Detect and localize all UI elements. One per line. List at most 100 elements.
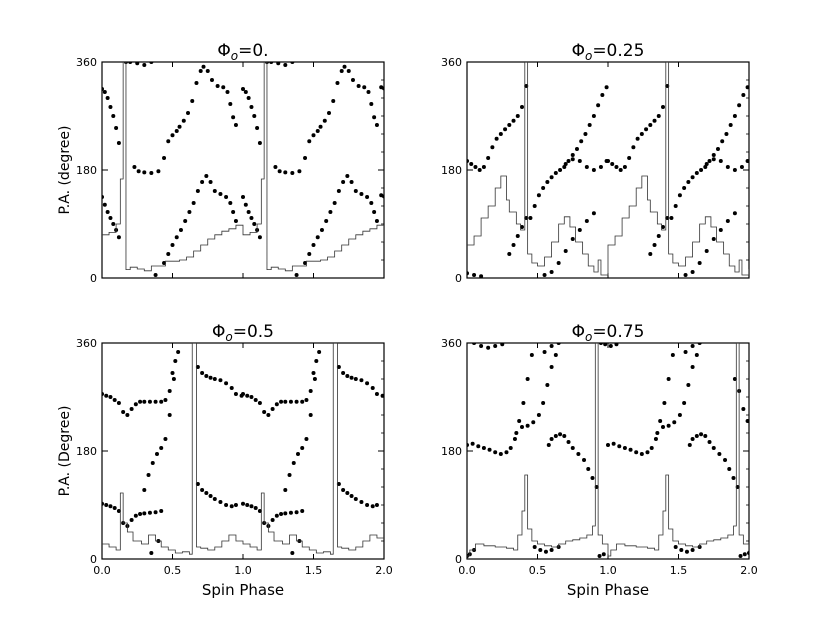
pa-point — [187, 210, 192, 214]
pa-point — [336, 189, 341, 193]
pa-point — [741, 93, 746, 97]
pa-point — [490, 145, 495, 150]
pa-point — [652, 118, 657, 123]
pa-point — [472, 343, 477, 345]
pa-point — [467, 443, 469, 447]
pa-point — [283, 488, 288, 492]
pa-point — [549, 175, 554, 180]
pa-point — [699, 432, 704, 437]
pa-point — [498, 132, 503, 136]
x-tick-label: 0.5 — [529, 564, 547, 577]
pa-point — [133, 513, 138, 518]
pa-point — [114, 126, 119, 130]
pa-point — [105, 210, 110, 214]
pa-point — [727, 467, 732, 471]
pa-point — [666, 423, 671, 428]
pa-point — [662, 401, 667, 405]
pa-point — [135, 62, 140, 66]
pa-point — [570, 157, 575, 162]
pa-point — [677, 413, 682, 417]
pa-point — [335, 81, 340, 85]
pa-point — [341, 180, 346, 184]
pa-point — [349, 180, 354, 184]
pa-point — [467, 271, 469, 276]
pa-point — [341, 488, 346, 492]
title-value: =0.25 — [592, 41, 644, 61]
pa-point — [252, 114, 257, 118]
pa-point — [606, 159, 610, 163]
pa-point — [303, 156, 308, 160]
pa-point — [728, 123, 733, 127]
plot-area — [102, 62, 384, 277]
pa-point — [591, 168, 596, 172]
pa-point — [524, 216, 529, 220]
pa-point — [549, 548, 554, 552]
pa-point — [241, 195, 245, 199]
pa-point — [150, 461, 155, 465]
pa-point — [604, 85, 609, 90]
pa-point — [104, 503, 109, 507]
pa-point — [170, 371, 175, 375]
x-tick-label: 2.0 — [375, 564, 393, 577]
pa-point — [519, 105, 524, 109]
pa-point — [102, 87, 104, 91]
pa-point — [315, 129, 320, 133]
pa-point — [666, 377, 671, 381]
pa-point — [328, 210, 333, 214]
pa-point — [732, 377, 737, 381]
pa-point — [514, 431, 519, 435]
title-phi: Φ — [572, 41, 585, 61]
pa-point — [274, 402, 279, 407]
pa-point — [519, 225, 524, 229]
pa-point — [142, 63, 147, 67]
pa-point — [359, 500, 364, 504]
pa-point — [614, 343, 619, 347]
pa-point — [346, 69, 351, 73]
pa-point — [228, 201, 233, 205]
pa-point — [365, 195, 370, 199]
pa-point — [159, 446, 164, 450]
pa-point — [697, 343, 702, 345]
plot-frame — [101, 342, 385, 560]
pa-point — [536, 193, 541, 198]
pa-point — [224, 503, 229, 507]
pa-point — [528, 216, 533, 220]
pa-point — [166, 252, 171, 256]
pa-point — [481, 446, 486, 450]
plot-frame — [466, 342, 750, 560]
pa-point — [511, 243, 516, 247]
pa-point — [611, 441, 616, 446]
pa-point — [597, 554, 602, 558]
pa-point — [673, 204, 678, 208]
pa-point — [111, 222, 116, 226]
pa-point — [476, 444, 481, 449]
pa-point — [715, 147, 720, 151]
pa-point — [341, 371, 346, 375]
x-tick-label: 1.0 — [234, 564, 252, 577]
pa-point — [639, 132, 644, 136]
pa-point — [570, 446, 575, 450]
pa-point — [525, 423, 530, 428]
pa-point — [684, 549, 689, 554]
pa-point — [372, 115, 377, 120]
pa-point — [679, 548, 684, 552]
pa-point — [208, 494, 213, 498]
pa-point — [228, 102, 233, 106]
pa-point — [694, 171, 699, 175]
title-value: =0.5 — [233, 322, 274, 342]
pa-point — [380, 393, 384, 398]
pa-point — [644, 127, 649, 132]
x-axis-label: Spin Phase — [567, 581, 649, 599]
pa-point — [108, 395, 113, 399]
pa-point — [342, 64, 347, 69]
pa-point — [469, 162, 474, 166]
pa-point — [543, 549, 548, 554]
pa-point — [233, 123, 238, 127]
pa-point — [556, 343, 561, 345]
pa-point — [212, 189, 217, 193]
pa-point — [652, 243, 657, 247]
pa-point — [600, 93, 605, 97]
pa-point — [467, 159, 469, 163]
pa-point — [627, 156, 632, 160]
pa-point — [128, 62, 133, 64]
